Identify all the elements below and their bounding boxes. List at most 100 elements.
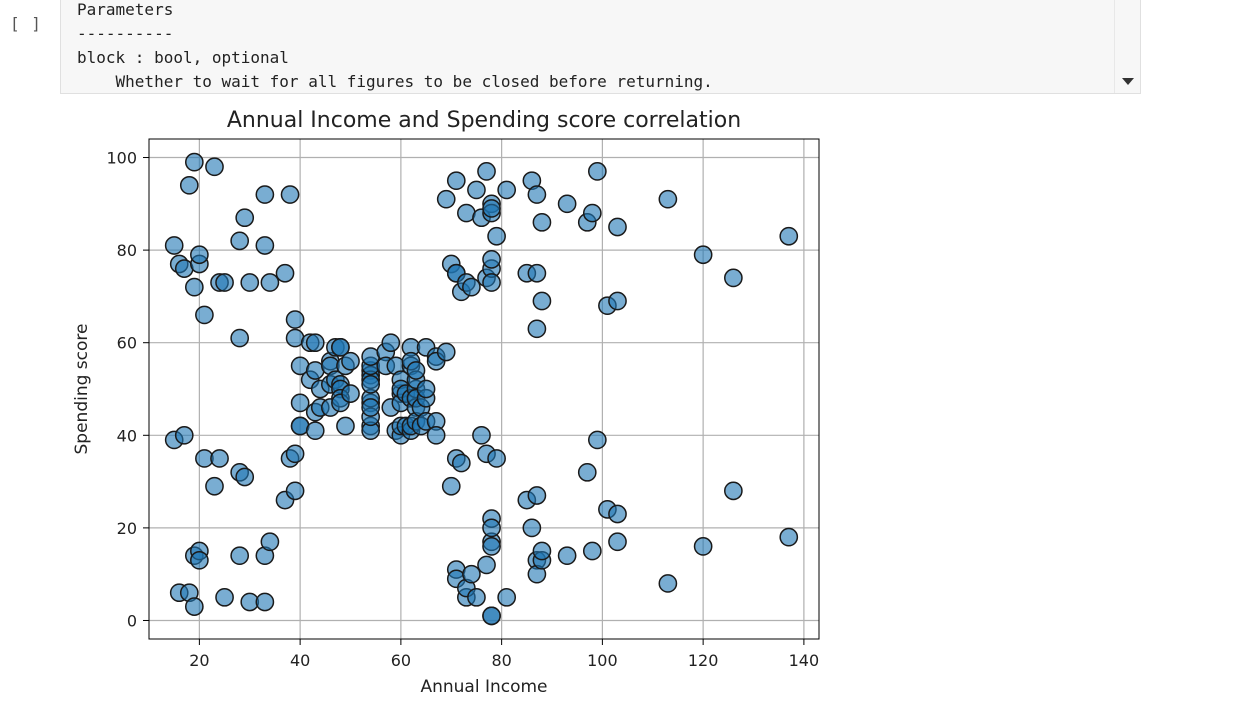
data-point	[184, 277, 204, 297]
data-point	[482, 199, 501, 218]
data-point	[477, 555, 496, 575]
data-point	[290, 393, 310, 413]
data-point	[608, 532, 627, 552]
data-point	[190, 550, 209, 570]
data-point	[779, 527, 799, 547]
data-point	[482, 250, 501, 269]
output-scrollbar[interactable]	[1114, 0, 1140, 93]
data-point	[487, 226, 506, 246]
data-point	[497, 587, 517, 607]
data-point	[608, 217, 627, 237]
data-point	[658, 574, 678, 593]
plot-area-frame	[148, 138, 820, 640]
scroll-down-arrow-icon[interactable]	[1122, 78, 1134, 85]
data-point	[587, 430, 607, 450]
cell-prompt: [ ]	[10, 14, 42, 33]
data-point	[361, 375, 381, 394]
data-point	[527, 486, 547, 505]
data-point	[230, 231, 250, 251]
output-line: Whether to wait for all figures to be cl…	[77, 72, 713, 91]
x-tick-label: 20	[189, 651, 209, 670]
data-point	[462, 564, 481, 584]
data-point	[285, 444, 305, 464]
data-point	[426, 425, 446, 445]
data-point	[527, 319, 547, 339]
data-point	[446, 171, 466, 191]
data-point	[462, 277, 481, 297]
data-point	[280, 185, 300, 204]
data-point	[532, 212, 552, 232]
data-point	[582, 203, 602, 223]
data-point	[582, 541, 602, 561]
data-point	[527, 263, 547, 283]
x-axis-label: Annual Income	[420, 677, 547, 697]
output-line: ----------	[77, 24, 174, 43]
chart-title: Annual Income and Spending score correla…	[227, 108, 741, 133]
data-point	[341, 384, 360, 403]
data-point	[724, 481, 743, 501]
data-point	[658, 189, 678, 209]
data-point	[260, 273, 280, 292]
data-point	[693, 537, 713, 556]
data-point	[532, 291, 552, 311]
data-point	[260, 532, 280, 552]
data-point	[416, 379, 436, 399]
output-line: block : bool, optional	[77, 48, 289, 67]
data-point	[336, 416, 355, 436]
data-point	[285, 310, 305, 329]
data-point	[482, 518, 501, 538]
data-point	[275, 263, 295, 283]
data-point	[406, 361, 426, 380]
data-point	[255, 236, 275, 255]
data-point	[305, 421, 325, 441]
data-point	[557, 546, 577, 566]
data-point	[190, 245, 209, 265]
x-tick-label: 140	[789, 651, 820, 670]
data-point	[724, 268, 743, 288]
data-point	[381, 333, 401, 353]
data-point	[215, 273, 234, 292]
data-point	[497, 180, 517, 200]
x-tick-label: 60	[391, 651, 411, 670]
data-point	[577, 462, 597, 482]
data-point	[235, 467, 255, 487]
data-point	[195, 305, 214, 325]
y-tick-label: 20	[117, 519, 137, 538]
data-point	[532, 541, 552, 561]
data-point	[341, 351, 360, 371]
data-point	[240, 273, 260, 292]
data-point	[436, 342, 456, 362]
data-point	[215, 587, 234, 607]
output-area[interactable]: Parameters ---------- block : bool, opti…	[60, 0, 1141, 94]
data-point	[205, 157, 224, 177]
output-line: Parameters	[77, 0, 174, 19]
data-point	[184, 597, 204, 616]
data-point	[235, 208, 255, 228]
data-point	[255, 185, 275, 204]
data-point	[477, 162, 496, 181]
data-point	[174, 425, 194, 445]
data-point	[230, 546, 250, 566]
data-point	[230, 328, 250, 348]
x-tick-label: 120	[688, 651, 719, 670]
data-point	[487, 449, 506, 468]
data-point	[482, 606, 501, 626]
data-point	[482, 273, 501, 292]
data-point	[436, 189, 456, 209]
data-point	[164, 236, 184, 255]
data-point	[779, 226, 799, 246]
data-point	[608, 291, 627, 311]
data-point	[361, 398, 381, 417]
data-point	[255, 592, 275, 612]
data-point	[179, 175, 199, 195]
data-point	[522, 518, 542, 538]
x-tick-label: 80	[491, 651, 511, 670]
y-tick-label: 60	[117, 334, 137, 353]
data-point	[441, 476, 461, 496]
data-point	[608, 504, 627, 524]
y-tick-label: 100	[106, 149, 137, 168]
data-point	[527, 185, 547, 204]
y-tick-label: 80	[117, 241, 137, 260]
data-point	[557, 194, 577, 214]
